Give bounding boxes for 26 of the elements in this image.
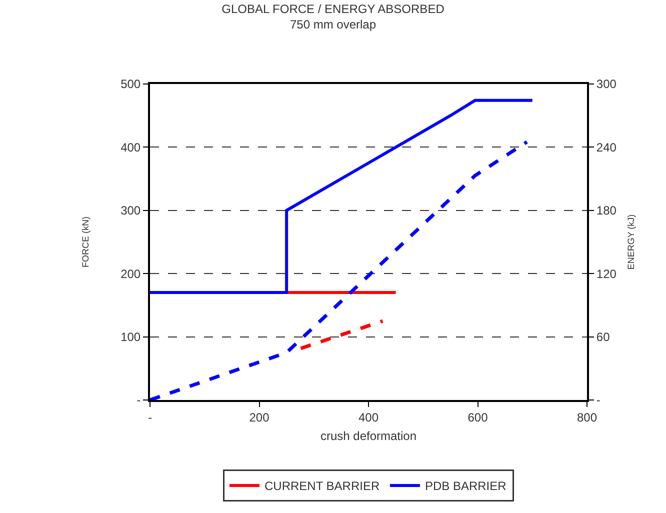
y-tick-label: 300 [120, 204, 141, 218]
y2-tick-label: - [596, 393, 600, 408]
y-tick-label: 500 [120, 77, 141, 92]
line-series [150, 140, 529, 400]
legend-label: CURRENT BARRIER [264, 479, 380, 494]
y2-tick-label: 300 [596, 77, 617, 92]
y-tick-label: 200 [120, 266, 141, 281]
y2-tick-label: 120 [596, 266, 617, 281]
chart-title: GLOBAL FORCE / ENERGY ABSORBED [222, 2, 445, 16]
y-axis-title: FORCE (kN) [80, 216, 90, 268]
y2-tick-label: 240 [596, 140, 617, 154]
y2-tick-label: 60 [596, 330, 610, 344]
x-axis-title: crush deformation [320, 428, 417, 443]
x-tick-label: 200 [249, 410, 270, 424]
legend-label: PDB BARRIER [424, 479, 507, 494]
x-tick-label: 400 [358, 410, 379, 424]
x-tick-label: 800 [576, 410, 598, 424]
y2-tick-label: 180 [596, 204, 617, 218]
line-series [150, 98, 534, 294]
y-tick-label: 100 [120, 330, 141, 344]
y2-axis-title: ENERGY (kJ) [626, 214, 636, 270]
x-tick-label: - [148, 410, 152, 424]
x-tick-label: 600 [468, 410, 488, 424]
y-tick-label: - [136, 393, 141, 408]
y-tick-label: 400 [120, 140, 141, 154]
chart-subtitle: 750 mm overlap [290, 17, 376, 32]
